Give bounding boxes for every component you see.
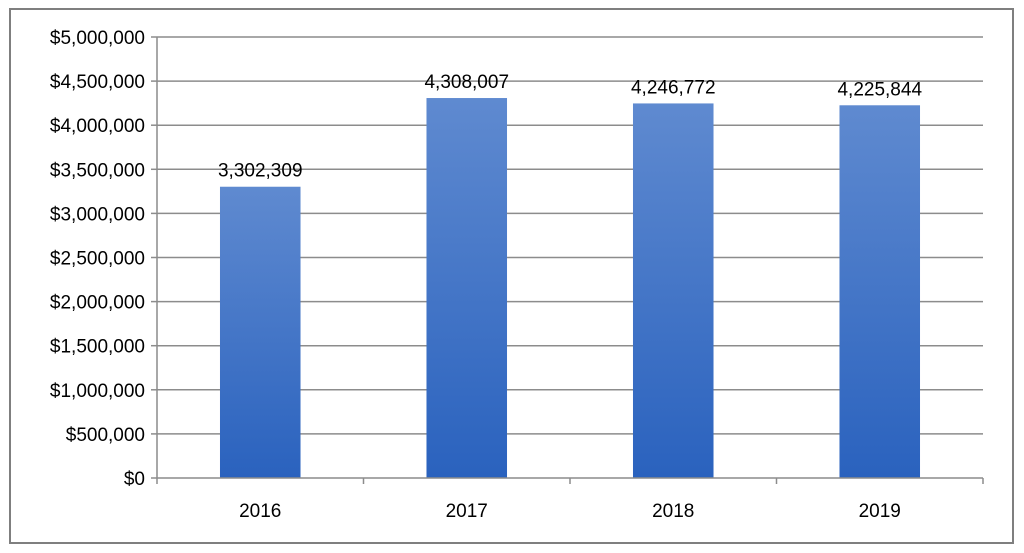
data-label-2017: 4,308,007 [424, 72, 509, 93]
y-tick-label: $2,000,000 [50, 293, 145, 314]
y-tick-label: $1,000,000 [50, 381, 145, 402]
x-tick-label-2019: 2019 [859, 501, 901, 522]
bar-2018 [632, 103, 714, 479]
bar-2017 [426, 98, 508, 478]
x-tick-label-2017: 2017 [446, 501, 488, 522]
y-tick-label: $2,500,000 [50, 249, 145, 270]
bars [219, 98, 921, 479]
y-tick-label: $500,000 [66, 425, 145, 446]
data-label-2016: 3,302,309 [218, 161, 303, 182]
axes [151, 36, 984, 484]
y-tick-label: $5,000,000 [50, 28, 145, 49]
y-tick-label: $1,500,000 [50, 337, 145, 358]
y-tick-label: $4,000,000 [50, 116, 145, 137]
data-label-2018: 4,246,772 [631, 77, 716, 98]
bar-2019 [839, 105, 921, 479]
labels: $0 $500,000 $1,000,000 $1,500,000 $2,000,000… [50, 28, 923, 522]
x-tick-label-2018: 2018 [652, 501, 694, 522]
y-tick-label: $3,000,000 [50, 204, 145, 225]
bar-2016 [219, 186, 301, 479]
y-tick-label: $4,500,000 [50, 72, 145, 93]
x-tick-label-2016: 2016 [239, 501, 281, 522]
data-label-2019: 4,225,844 [837, 79, 922, 100]
y-tick-label: $3,500,000 [50, 160, 145, 181]
y-tick-label: $0 [124, 469, 145, 490]
